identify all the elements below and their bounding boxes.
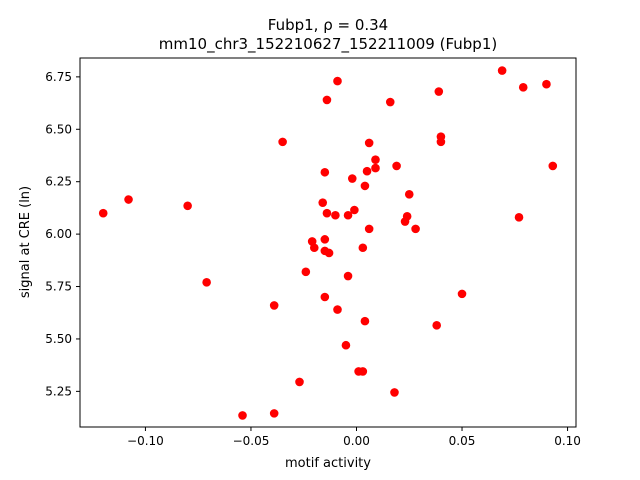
data-point	[202, 278, 211, 287]
data-point	[371, 163, 380, 173]
y-axis-ticks: 5.25 5.50 5.75 6.00 6.25 6.50 6.75	[45, 70, 80, 398]
y-tick-label: 5.25	[45, 384, 72, 398]
data-point	[320, 292, 330, 302]
data-point	[322, 95, 332, 105]
data-point	[333, 76, 342, 86]
y-tick-label: 6.00	[45, 227, 72, 241]
x-tick-label: 0.10	[554, 434, 581, 448]
data-points	[98, 66, 558, 420]
data-point	[404, 189, 414, 199]
data-point	[343, 210, 353, 220]
data-point	[183, 201, 192, 211]
y-tick-label: 6.25	[45, 175, 72, 189]
data-point	[364, 224, 374, 234]
data-point	[362, 166, 372, 176]
data-point	[324, 248, 334, 258]
data-point	[343, 271, 353, 281]
data-point	[542, 79, 551, 89]
data-point	[392, 161, 401, 171]
data-point	[269, 409, 279, 418]
data-point	[358, 367, 368, 376]
data-point	[497, 66, 507, 75]
data-point	[385, 97, 395, 107]
y-tick-label: 5.75	[45, 280, 72, 294]
data-point	[98, 208, 108, 218]
data-point	[411, 224, 420, 234]
data-point	[390, 388, 399, 397]
x-axis-label: motif activity	[285, 456, 371, 471]
data-point	[360, 316, 370, 326]
data-point	[360, 181, 370, 191]
data-point	[548, 161, 558, 171]
data-point	[434, 87, 444, 96]
data-point	[457, 289, 467, 299]
data-point	[238, 411, 247, 420]
data-point	[371, 155, 380, 164]
x-axis-ticks: −0.10 −0.05 0.00 0.05 0.10	[127, 427, 581, 448]
data-point	[514, 213, 524, 222]
data-point	[320, 167, 330, 177]
data-point	[331, 210, 340, 220]
data-point	[333, 305, 342, 314]
data-point	[350, 205, 359, 215]
data-point	[432, 321, 441, 330]
data-point	[347, 174, 357, 183]
data-point	[320, 235, 330, 244]
x-tick-label: 0.00	[343, 434, 370, 448]
data-point	[301, 267, 311, 277]
data-point	[309, 243, 319, 253]
y-tick-label: 6.50	[45, 122, 72, 136]
x-tick-label: −0.10	[127, 434, 164, 448]
data-point	[295, 377, 304, 387]
data-point	[518, 83, 528, 92]
data-point	[341, 340, 351, 350]
data-point	[318, 198, 328, 207]
chart-title-line2: mm10_chr3_152210627_152211009 (Fubp1)	[159, 35, 497, 54]
chart-title-line1: Fubp1, ρ = 0.34	[268, 16, 388, 34]
data-point	[364, 138, 374, 148]
data-point	[358, 243, 368, 253]
y-tick-label: 6.75	[45, 70, 72, 84]
plot-frame	[79, 57, 577, 428]
data-point	[269, 301, 279, 310]
data-point	[124, 195, 133, 204]
y-axis-label: signal at CRE (ln)	[18, 186, 33, 298]
data-point	[436, 137, 446, 147]
data-point	[402, 211, 412, 221]
x-tick-label: 0.05	[449, 434, 476, 448]
y-tick-label: 5.50	[45, 332, 72, 346]
data-point	[278, 137, 287, 147]
x-tick-label: −0.05	[233, 434, 270, 448]
data-point	[322, 208, 332, 218]
